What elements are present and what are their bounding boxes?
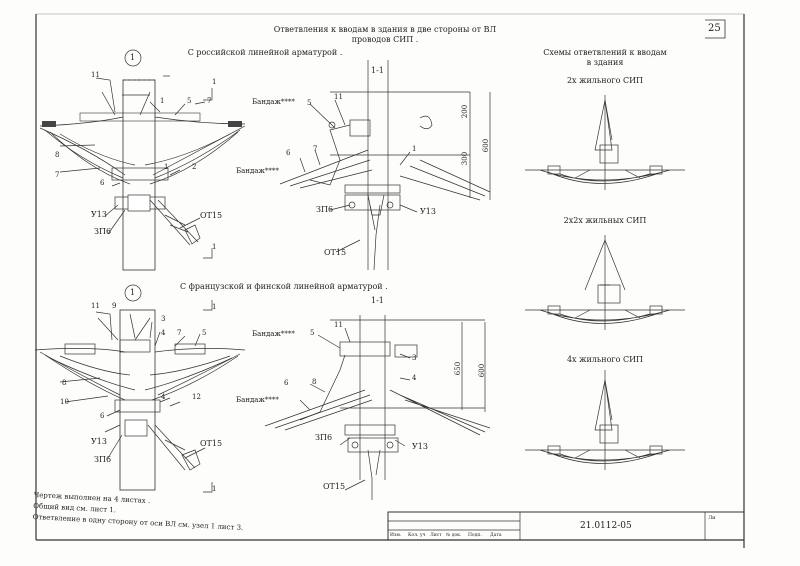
top-node-number: 1 xyxy=(130,53,136,62)
schemes-heading-2: в здания xyxy=(586,58,624,67)
section-label-u13: У13 xyxy=(420,207,436,216)
bottom-section-view xyxy=(264,315,491,500)
title-block-frame xyxy=(387,511,745,541)
b-section-label-11: 11 xyxy=(334,321,343,329)
section-label-7: 7 xyxy=(313,145,318,153)
tb-col-podp: Подп. xyxy=(468,533,482,538)
label-1: 1 xyxy=(160,97,165,105)
page-number-box xyxy=(705,19,726,39)
top-section-mark: 1-1 xyxy=(371,66,384,75)
bottom-section-mark: 1-1 xyxy=(371,296,384,305)
dim-600: 600 xyxy=(482,138,491,153)
scheme-3-caption: 4х жильного СИП xyxy=(566,355,644,364)
b-section-label-u13: У13 xyxy=(412,442,428,451)
section-label-6: 6 xyxy=(286,149,291,157)
b-label-12: 12 xyxy=(192,393,201,401)
tb-col-list: Лист xyxy=(430,533,442,538)
b-label-9: 9 xyxy=(112,302,117,310)
dim-200: 200 xyxy=(461,104,470,119)
label-6: 6 xyxy=(100,179,105,187)
b-bandage-label: Бандаж**** xyxy=(252,330,295,338)
b-label-4: 4 xyxy=(161,329,166,337)
tb-col-doc: № док. xyxy=(446,533,462,538)
schemes-heading-1: Схемы ответвлений к вводам xyxy=(543,48,667,57)
dim-300: 300 xyxy=(461,151,470,166)
bottom-node-view xyxy=(34,284,246,493)
b-label-8: 8 xyxy=(62,379,67,387)
b-section-label-ot15: ОТ15 xyxy=(323,482,346,491)
top-section-view xyxy=(279,60,491,271)
b-label-5: 5 xyxy=(202,329,207,337)
b-label-ot15: ОТ15 xyxy=(200,439,223,448)
b-section-label-zp6: ЗП6 xyxy=(315,433,333,442)
b-section-label-4: 4 xyxy=(412,374,417,382)
section-label-ot15: ОТ15 xyxy=(324,248,347,257)
b-label-11: 11 xyxy=(91,302,100,310)
section-label-11: 11 xyxy=(334,93,343,101)
b-label-u13: У13 xyxy=(91,437,107,446)
b-cut-mark-bottom: 1 xyxy=(212,485,217,493)
scheme-2-core xyxy=(525,95,685,190)
b-label-zp6: ЗП6 xyxy=(94,455,112,464)
label-zp6: ЗП6 xyxy=(94,227,112,236)
top-section-heading: С российской линейной арматурой . xyxy=(187,48,343,57)
drawing-title-line-1: Ответвления к вводам в здания в две стор… xyxy=(273,25,497,34)
section-label-5: 5 xyxy=(307,99,312,107)
b-label-6: 6 xyxy=(100,412,105,420)
b-section-label-8: 8 xyxy=(312,378,317,386)
b-label-3: 3 xyxy=(161,315,166,323)
b-label-7: 7 xyxy=(177,329,182,337)
dim-600-bottom: 600 xyxy=(478,363,487,378)
section-label-zp6: ЗП6 xyxy=(316,205,334,214)
b-section-bandage-label: Бандаж**** xyxy=(236,396,279,404)
cut-mark-top: 1 xyxy=(212,78,217,86)
b-section-label-6: 6 xyxy=(284,379,289,387)
scheme-1-caption: 2х жильного СИП xyxy=(566,76,644,85)
scheme-2x2-core xyxy=(525,235,685,330)
label-ot15: ОТ15 xyxy=(200,211,223,220)
tb-col-kol: Кол. уч xyxy=(408,533,426,538)
label-2: 2 xyxy=(192,163,197,171)
label-7: 7 xyxy=(207,97,212,105)
scheme-2-caption: 2х2х жильных СИП xyxy=(563,216,647,225)
title-block-columns: Изм. Кол. уч Лист № док. Подп. Дата xyxy=(388,531,520,540)
label-8: 8 xyxy=(55,151,60,159)
cut-mark-bottom: 1 xyxy=(212,243,217,251)
section-label-1: 1 xyxy=(412,145,417,153)
tb-col-data: Дата xyxy=(490,533,502,538)
label-u13: У13 xyxy=(91,210,107,219)
label-1b: 1 xyxy=(164,163,169,171)
dim-650: 650 xyxy=(454,361,463,376)
drawing-code: 21.0112-05 xyxy=(580,521,632,531)
label-11: 11 xyxy=(91,71,100,79)
bandage-label: Бандаж**** xyxy=(252,98,295,106)
b-cut-mark-top: 1 xyxy=(212,303,217,311)
label-5: 5 xyxy=(187,97,192,105)
top-node-view xyxy=(39,49,246,271)
page-number: 25 xyxy=(708,23,721,34)
tb-col-izm: Изм. xyxy=(390,533,402,538)
scheme-4-core xyxy=(525,370,685,470)
b-section-label-5: 5 xyxy=(310,329,315,337)
section-bandage-label: Бандаж**** xyxy=(236,167,279,175)
bottom-section-heading: С французской и финской линейной арматур… xyxy=(180,282,388,291)
label-7b: 7 xyxy=(55,171,60,179)
b-label-4b: 4 xyxy=(161,393,166,401)
drawing-title-line-2: проводов СИП . xyxy=(351,35,419,44)
sheet-label: Ли xyxy=(708,515,716,521)
b-section-label-3: 3 xyxy=(412,354,417,362)
bottom-node-number: 1 xyxy=(130,288,136,297)
b-label-10: 10 xyxy=(60,398,69,406)
